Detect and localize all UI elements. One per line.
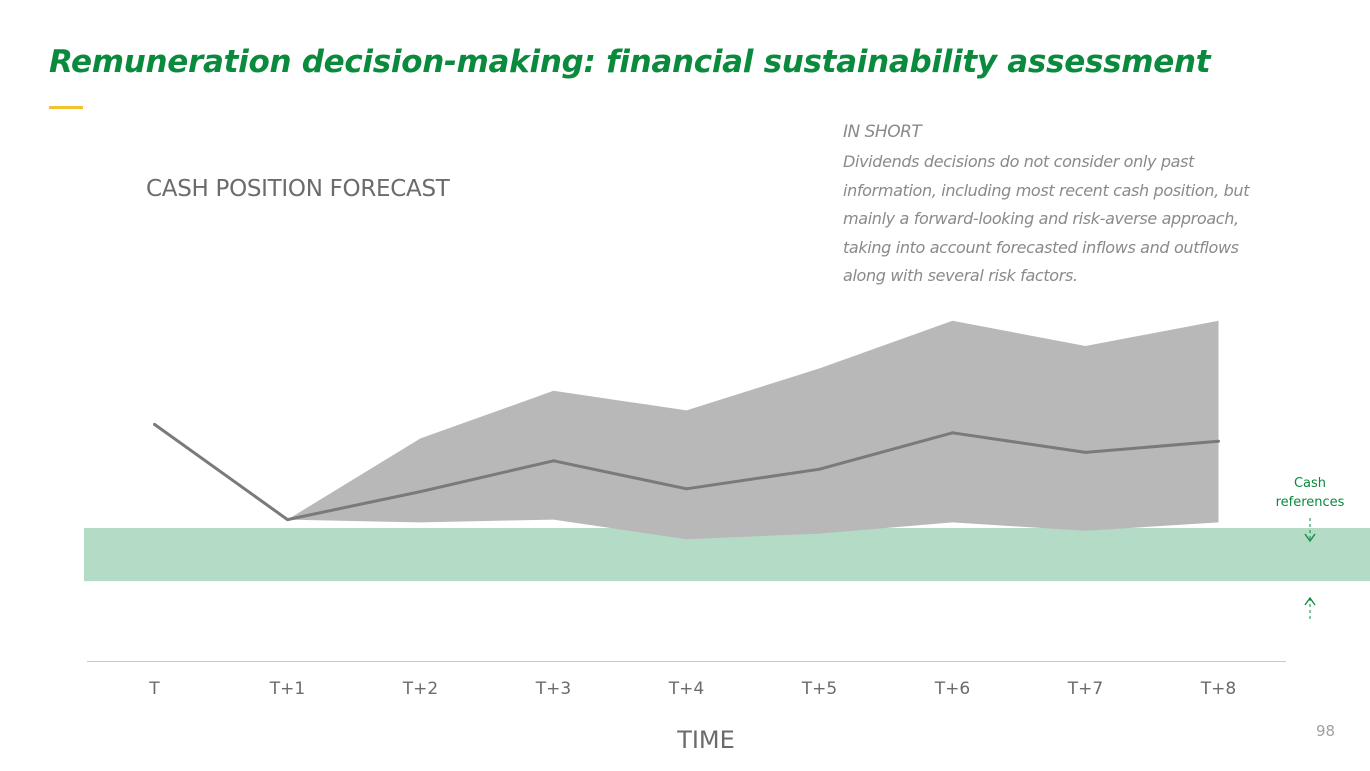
in-short-box: IN SHORT Dividends decisions do not cons… <box>843 120 1283 291</box>
x-tick-label: T+2 <box>402 679 438 699</box>
upper-reference-arrowhead <box>1304 533 1316 543</box>
x-axis-title: TIME <box>676 726 735 754</box>
x-tick-label: T+6 <box>934 679 970 699</box>
forecast-point <box>286 518 289 522</box>
page-number: 98 <box>1316 722 1336 740</box>
chart-title: CASH POSITION FORECAST <box>146 176 450 202</box>
in-short-heading: IN SHORT <box>843 122 922 142</box>
forecast-point <box>1084 450 1087 454</box>
forecast-point <box>1217 439 1220 443</box>
forecast-point <box>552 459 555 463</box>
x-tick-label: T+1 <box>269 679 305 699</box>
forecast-point <box>818 467 821 471</box>
page-title: Remuneration decision-making: financial … <box>49 44 1211 80</box>
lower-reference-arrowhead <box>1304 596 1316 606</box>
x-tick-label: T+3 <box>535 679 571 699</box>
forecast-point <box>419 490 422 494</box>
x-tick-label: T+7 <box>1067 679 1103 699</box>
forecast-point <box>951 431 954 435</box>
title-accent-bar <box>49 106 83 109</box>
cash-references-label: references <box>1276 495 1345 510</box>
x-tick-label: T+4 <box>668 679 704 699</box>
forecast-range-area <box>287 320 1219 540</box>
forecast-point <box>153 422 156 426</box>
cash-references-label: Cash <box>1294 476 1326 491</box>
x-tick-label: T <box>148 679 160 699</box>
x-tick-label: T+5 <box>801 679 837 699</box>
forecast-point <box>685 487 688 491</box>
in-short-body: Dividends decisions do not consider only… <box>843 152 1250 285</box>
x-tick-label: T+8 <box>1200 679 1236 699</box>
